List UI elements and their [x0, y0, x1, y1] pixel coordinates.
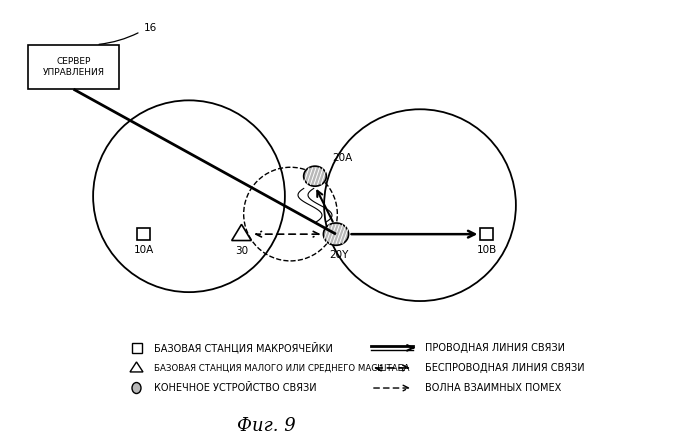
- Text: 30: 30: [235, 246, 248, 256]
- Text: СЕРВЕР
УПРАВЛЕНИЯ: СЕРВЕР УПРАВЛЕНИЯ: [43, 57, 104, 77]
- Bar: [132, 343, 141, 353]
- Bar: [480, 228, 493, 240]
- Text: ВОЛНА ВЗАИМНЫХ ПОМЕХ: ВОЛНА ВЗАИМНЫХ ПОМЕХ: [425, 383, 561, 393]
- Ellipse shape: [323, 223, 349, 245]
- Text: 20Y: 20Y: [329, 250, 349, 260]
- Text: БАЗОВАЯ СТАНЦИЯ МАЛОГО ИЛИ СРЕДНЕГО МАСШТАБА: БАЗОВАЯ СТАНЦИЯ МАЛОГО ИЛИ СРЕДНЕГО МАСШ…: [154, 363, 410, 372]
- Text: 20А: 20А: [332, 153, 353, 163]
- Ellipse shape: [132, 383, 141, 393]
- Polygon shape: [130, 362, 143, 372]
- Text: Фиг. 9: Фиг. 9: [237, 417, 295, 435]
- Text: 10А: 10А: [134, 245, 153, 256]
- Text: ПРОВОДНАЯ ЛИНИЯ СВЯЗИ: ПРОВОДНАЯ ЛИНИЯ СВЯЗИ: [425, 343, 565, 353]
- Ellipse shape: [304, 166, 326, 186]
- Polygon shape: [232, 224, 251, 240]
- Text: БЕСПРОВОДНАЯ ЛИНИЯ СВЯЗИ: БЕСПРОВОДНАЯ ЛИНИЯ СВЯЗИ: [425, 363, 584, 373]
- Text: КОНЕЧНОЕ УСТРОЙСТВО СВЯЗИ: КОНЕЧНОЕ УСТРОЙСТВО СВЯЗИ: [154, 383, 316, 393]
- Bar: [28, 45, 119, 89]
- Text: БАЗОВАЯ СТАНЦИЯ МАКРОЯЧЕЙКИ: БАЗОВАЯ СТАНЦИЯ МАКРОЯЧЕЙКИ: [154, 342, 333, 354]
- Bar: [137, 228, 150, 240]
- Text: 10В: 10В: [477, 245, 496, 256]
- Text: 16: 16: [144, 23, 157, 33]
